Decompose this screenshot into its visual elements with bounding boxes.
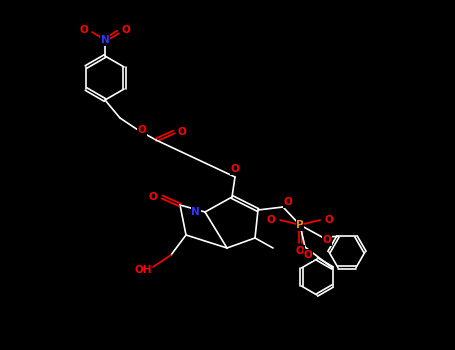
Text: N: N [191,207,200,217]
Text: O: O [149,192,157,202]
Text: O: O [303,250,313,260]
Text: O: O [283,197,293,207]
Text: O: O [231,164,239,174]
Text: OH: OH [134,265,152,275]
Text: O: O [267,215,275,225]
Text: O: O [324,215,334,225]
Text: N: N [101,35,109,45]
Text: O: O [177,127,187,137]
Text: O: O [296,246,304,256]
Text: O: O [137,125,147,135]
Text: O: O [80,25,88,35]
Text: P: P [296,220,304,230]
Text: O: O [323,235,331,245]
Text: O: O [121,25,131,35]
